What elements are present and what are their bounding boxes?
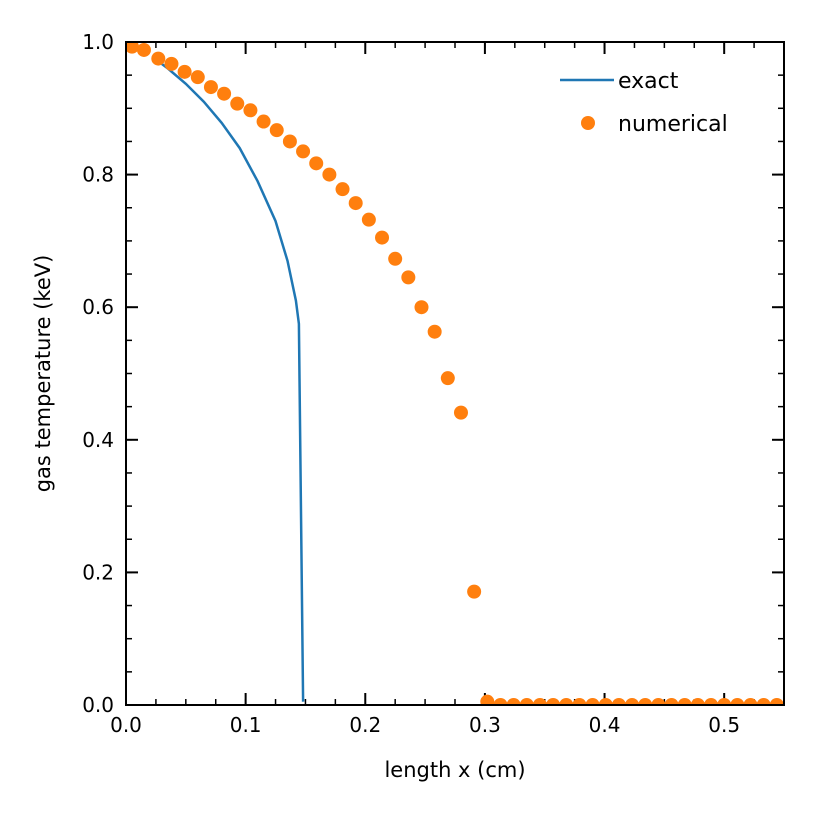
y-tick-label: 0.0 [82,693,114,717]
data-point-numerical [467,584,482,599]
series-line-exact [153,57,305,702]
x-tick-label: 0.3 [469,713,501,737]
series-group [126,42,784,705]
data-point-numerical [414,300,429,315]
y-tick-label: 0.4 [82,428,114,452]
tick-marks [125,41,785,706]
data-point-numerical [585,698,600,705]
data-point-numerical [177,64,192,79]
data-point-numerical [269,123,284,138]
data-point-numerical [519,698,534,705]
data-point-numerical [203,80,218,95]
data-point-numerical [598,698,613,705]
data-point-numerical [743,698,758,705]
y-tick-label: 1.0 [82,30,114,54]
data-point-numerical [493,698,508,705]
legend-marker-swatch [581,116,595,130]
data-point-numerical [730,698,745,705]
data-point-numerical [217,86,232,101]
x-tick-label: 0.4 [589,713,621,737]
tick-labels: 0.0 0.1 0.2 0.3 0.4 0.5 0.0 0.2 0.4 0.6 0.8 1.0 [82,30,740,737]
data-point-numerical [651,698,666,705]
data-point-numerical [664,698,679,705]
data-point-numerical [625,698,640,705]
data-point-numerical [164,56,179,71]
data-point-numerical [136,42,151,57]
y-axis-label: gas temperature (keV) [31,255,55,493]
y-tick-label: 0.2 [82,560,114,584]
y-tick-label: 0.8 [82,163,114,187]
data-point-numerical [453,405,468,420]
x-tick-label: 0.5 [708,713,740,737]
plot-frame [125,41,785,706]
data-point-numerical [756,698,771,705]
x-tick-label: 0.2 [349,713,381,737]
data-point-numerical [296,144,311,159]
data-point-numerical [532,698,547,705]
x-tick-label: 0.1 [230,713,262,737]
y-tick-label: 0.6 [82,295,114,319]
data-point-numerical [717,698,732,705]
legend-label-exact: exact [618,69,679,94]
x-tick-label: 0.0 [110,713,142,737]
data-point-numerical [309,156,324,171]
data-point-numerical [256,114,271,129]
data-point-numerical [388,251,403,266]
legend-label-numerical: numerical [618,112,728,137]
data-point-numerical [546,698,561,705]
legend: exact numerical [560,69,728,137]
data-point-numerical [190,70,205,85]
x-axis-label: length x (cm) [384,758,525,782]
data-point-numerical [126,42,139,54]
data-point-numerical [375,230,390,245]
data-point-numerical [401,270,416,285]
data-point-numerical [559,698,574,705]
plot-series [126,42,784,705]
data-point-numerical [282,134,297,149]
data-point-numerical [611,698,626,705]
data-point-numerical [690,698,705,705]
data-point-numerical [361,212,376,227]
data-point-numerical [506,698,521,705]
data-point-numerical [440,371,455,386]
data-point-numerical [638,698,653,705]
data-point-numerical [322,167,337,182]
data-point-numerical [677,698,692,705]
data-point-numerical [348,196,363,211]
data-point-numerical [704,698,719,705]
data-point-numerical [230,96,245,111]
data-point-numerical [151,51,166,66]
data-point-numerical [243,103,258,118]
data-point-numerical [335,182,350,197]
data-point-numerical [769,698,784,705]
data-point-numerical [427,324,442,339]
data-point-numerical [572,698,587,705]
data-point-numerical [480,694,495,705]
